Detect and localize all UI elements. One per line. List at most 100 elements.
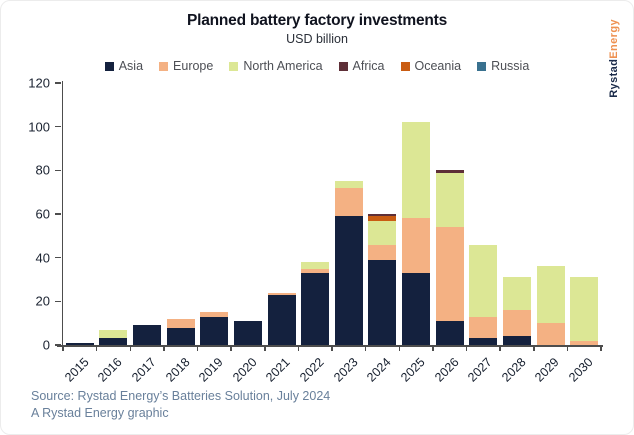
legend-label: Oceania	[414, 59, 462, 73]
bar-2025	[399, 122, 433, 345]
y-axis-tick	[55, 125, 61, 128]
bar-segment-asia	[368, 259, 397, 345]
bar-segment-europe	[301, 268, 330, 273]
legend: Asia Europe North America Africa Oceania…	[1, 59, 633, 73]
bar-segment-europe	[267, 292, 296, 295]
x-axis-label: 2019	[196, 355, 226, 385]
bar-segment-asia	[133, 325, 162, 345]
y-axis-tick	[55, 169, 61, 172]
bar-2018	[164, 318, 198, 345]
y-axis-tick	[55, 213, 61, 215]
europe-swatch-icon	[159, 61, 169, 71]
bar-segment-europe	[435, 227, 464, 321]
logo-energy: Energy	[608, 19, 620, 59]
legend-label: Russia	[491, 59, 530, 73]
oceania-swatch-icon	[400, 61, 410, 71]
bar-segment-asia	[435, 320, 464, 345]
bar-segment-north-america	[402, 122, 431, 219]
legend-item-africa: Africa	[338, 59, 385, 73]
x-axis-label: 2018	[162, 355, 193, 385]
bar-segment-asia	[301, 272, 330, 345]
x-axis-tick	[533, 347, 535, 351]
x-axis-label: 2030	[566, 355, 596, 385]
source-line-2: A Rystad Energy graphic	[31, 406, 169, 420]
bar-segment-asia	[334, 216, 363, 345]
bar-2015	[63, 342, 97, 345]
bar-segment-north-america	[469, 244, 498, 317]
legend-label: Europe	[173, 59, 214, 73]
bar-2017	[130, 325, 164, 345]
plot-area: 0 20 40 60 80 100 120 2015 2016 2017 2018 2019 2020 2…	[28, 76, 603, 385]
rystad-energy-logo: RystadEnergy	[608, 19, 620, 98]
y-axis-label: 80	[35, 162, 50, 178]
y-axis-line	[61, 81, 63, 345]
logo-rystad: Rystad	[608, 58, 620, 98]
legend-item-russia: Russia	[477, 59, 529, 73]
x-axis-line	[57, 345, 603, 347]
y-axis-tick	[55, 344, 61, 346]
x-axis-label: 2023	[330, 355, 361, 385]
bar-2020	[231, 320, 265, 345]
north-america-swatch-icon	[229, 61, 239, 71]
bar-segment-asia	[502, 336, 531, 345]
bar-segment-north-america	[502, 277, 531, 311]
bar-segment-europe	[402, 218, 431, 273]
x-axis-label: 2015	[61, 355, 92, 385]
bar-segment-north-america	[368, 220, 397, 245]
x-axis-tick	[364, 347, 367, 351]
x-axis-label: 2025	[398, 355, 428, 385]
x-axis-tick	[600, 347, 602, 351]
x-axis-tick	[465, 347, 468, 351]
bar-segment-asia	[469, 338, 498, 345]
bar-2030	[567, 277, 601, 345]
bar-segment-europe	[570, 340, 599, 345]
y-axis-label: 0	[42, 337, 50, 353]
y-axis-label: 120	[28, 75, 50, 91]
x-axis-tick	[95, 347, 98, 351]
x-axis-label: 2020	[229, 355, 260, 385]
legend-item-north-america: North America	[229, 59, 323, 73]
bar-2016	[97, 329, 131, 345]
bar-segment-asia	[99, 338, 128, 345]
legend-label: Africa	[352, 59, 385, 73]
bar-segment-oceania	[368, 216, 397, 221]
bars-container	[63, 83, 601, 345]
x-axis-tick	[499, 347, 501, 351]
africa-swatch-icon	[338, 61, 348, 71]
legend-label: North America	[243, 59, 323, 73]
x-axis-tick	[264, 347, 266, 351]
y-axis-label: 60	[35, 206, 50, 222]
bar-segment-asia	[65, 342, 94, 345]
bar-segment-europe	[469, 316, 498, 339]
bar-segment-north-america	[536, 266, 565, 324]
bar-segment-europe	[166, 318, 195, 328]
bar-segment-asia	[267, 294, 296, 345]
x-axis-label: 2017	[129, 355, 159, 385]
x-axis-label: 2029	[532, 355, 563, 385]
legend-item-europe: Europe	[159, 59, 213, 73]
x-axis-tick	[196, 347, 199, 351]
x-axis-tick	[331, 347, 333, 351]
x-axis-label: 2022	[297, 355, 327, 385]
x-axis-tick	[129, 347, 131, 351]
bar-segment-europe	[536, 323, 565, 345]
legend-item-asia: Asia	[104, 59, 143, 73]
bar-2022	[298, 262, 332, 345]
x-axis-label: 2028	[498, 355, 529, 385]
x-axis-label: 2016	[95, 355, 126, 385]
source-note: Source: Rystad Energy’s Batteries Soluti…	[31, 388, 330, 422]
bar-segment-north-america	[570, 277, 599, 341]
bar-segment-asia	[233, 320, 262, 345]
y-axis-label: 100	[28, 119, 50, 135]
source-line-1: Source: Rystad Energy’s Batteries Soluti…	[31, 389, 331, 403]
bar-2023	[332, 181, 366, 345]
bar-2026	[433, 170, 467, 345]
x-axis-tick	[163, 347, 165, 351]
bar-2019	[198, 312, 232, 345]
x-axis-tick	[230, 347, 232, 351]
x-axis-label: 2027	[465, 355, 495, 385]
bar-segment-asia	[166, 327, 195, 345]
x-axis-tick	[297, 347, 300, 351]
bar-segment-north-america	[301, 262, 330, 269]
x-axis-label: 2021	[263, 355, 294, 385]
